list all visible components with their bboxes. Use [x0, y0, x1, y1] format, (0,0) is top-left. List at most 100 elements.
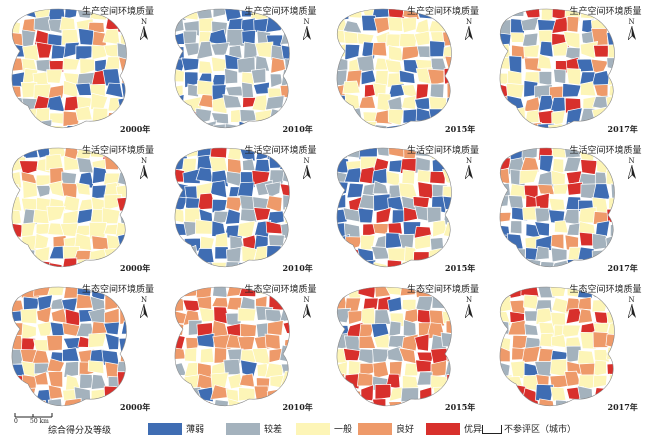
county-region	[252, 207, 271, 222]
county-region	[594, 171, 608, 188]
county-region	[374, 309, 392, 326]
north-label: N	[303, 296, 310, 304]
county-region	[34, 232, 50, 249]
map-panel: 生态空间环境质量 N 2010年	[163, 278, 326, 417]
county-region	[389, 360, 403, 378]
county-region	[604, 233, 614, 249]
legend-swatch	[296, 423, 330, 435]
county-region	[429, 40, 446, 58]
county-region	[11, 121, 27, 128]
county-region	[174, 121, 188, 128]
county-region	[442, 195, 452, 211]
county-region	[119, 17, 127, 31]
county-region	[591, 249, 609, 267]
map-panel: 生活空间环境质量 N 2017年	[488, 139, 650, 278]
county-region	[11, 348, 25, 366]
county-region	[237, 260, 254, 267]
county-region	[346, 182, 364, 199]
map-panel: 生活空间环境质量 N 2010年	[163, 139, 326, 278]
county-region	[21, 29, 37, 47]
north-label: N	[140, 18, 148, 26]
legend-label: 一般	[334, 425, 353, 435]
north-label: N	[140, 157, 148, 165]
county-region	[91, 107, 109, 126]
county-region	[282, 194, 289, 211]
scale-bar: 0 50 km	[14, 411, 54, 425]
map-panel: 生活空间环境质量 N 2000年	[0, 139, 163, 278]
county-region	[76, 258, 97, 267]
county-region	[253, 158, 270, 175]
county-region	[11, 183, 20, 196]
county-region	[336, 110, 346, 127]
county-region	[35, 223, 50, 235]
county-region	[236, 336, 255, 351]
county-region	[499, 119, 512, 128]
county-region	[118, 56, 127, 75]
county-region	[283, 337, 289, 352]
county-region	[224, 85, 244, 97]
map-panel: 生产空间环境质量 N 2000年	[0, 0, 163, 139]
county-region	[280, 363, 289, 376]
county-region	[187, 399, 202, 406]
county-region	[403, 362, 420, 377]
county-region	[565, 68, 581, 86]
county-region	[499, 259, 509, 267]
county-region	[427, 68, 445, 86]
county-region	[346, 404, 363, 406]
county-region	[521, 346, 541, 363]
north-label: N	[465, 18, 473, 26]
county-region	[372, 180, 389, 195]
county-region	[33, 15, 52, 32]
county-map	[11, 147, 127, 268]
county-region	[566, 122, 581, 128]
county-region	[195, 332, 214, 348]
county-region	[75, 182, 91, 196]
county-region	[426, 206, 442, 224]
county-region	[22, 44, 39, 62]
county-region	[265, 220, 283, 235]
county-region	[47, 18, 64, 34]
county-region	[537, 109, 553, 125]
county-region	[35, 119, 53, 128]
county-region	[387, 247, 406, 262]
north-label: N	[465, 296, 473, 304]
county-region	[226, 158, 242, 174]
county-region	[62, 195, 81, 213]
county-region	[183, 237, 201, 252]
county-region	[227, 373, 243, 390]
county-region	[120, 320, 127, 335]
county-region	[11, 171, 23, 189]
panel-title: 生态空间环境质量	[244, 285, 317, 295]
county-region	[88, 399, 105, 406]
county-region	[239, 109, 257, 123]
county-region	[11, 374, 25, 388]
county-map	[174, 286, 290, 407]
county-region	[196, 80, 214, 96]
county-region	[119, 250, 127, 263]
county-region	[120, 157, 127, 173]
county-region	[226, 398, 244, 406]
county-region	[76, 157, 94, 174]
county-region	[428, 247, 445, 264]
county-region	[508, 264, 523, 267]
county-region	[536, 287, 555, 299]
county-region	[445, 320, 452, 336]
county-region	[88, 332, 108, 349]
county-region	[499, 211, 511, 223]
county-region	[549, 358, 567, 378]
county-region	[591, 122, 609, 128]
county-region	[239, 359, 258, 378]
county-region	[519, 156, 540, 173]
county-region	[254, 109, 273, 128]
county-region	[548, 197, 565, 211]
county-region	[518, 169, 539, 185]
county-region	[11, 85, 22, 99]
county-region	[372, 261, 390, 267]
county-map	[499, 147, 615, 268]
county-region	[499, 346, 511, 363]
county-region	[347, 310, 364, 325]
county-region	[506, 400, 526, 406]
county-region	[443, 160, 452, 171]
county-region	[399, 69, 416, 84]
county-region	[592, 44, 609, 58]
